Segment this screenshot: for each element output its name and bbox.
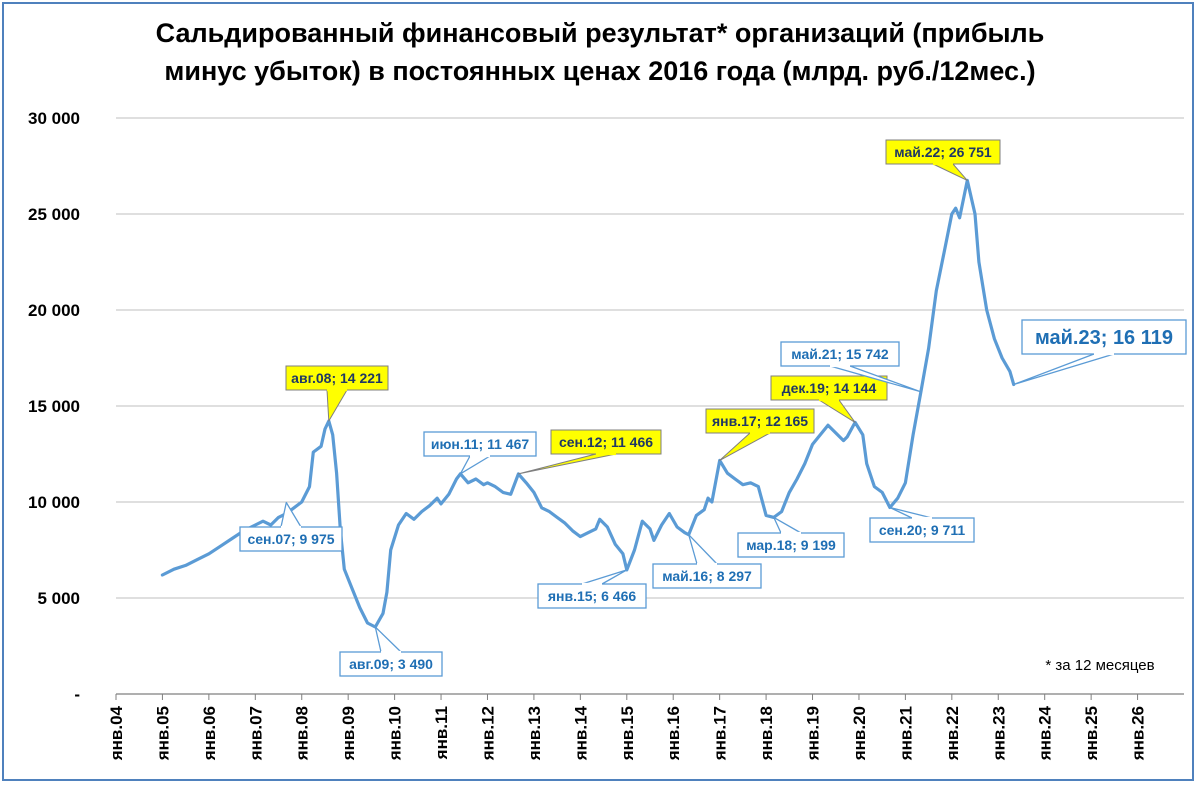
x-tick-label: янв.15	[618, 706, 637, 761]
y-tick-label: 30 000	[28, 109, 80, 128]
y-tick-label: 25 000	[28, 205, 80, 224]
callout-pointer	[517, 453, 617, 475]
y-tick-label: -	[74, 685, 80, 704]
series-layer	[160, 178, 1016, 629]
series-line	[160, 178, 1016, 629]
x-tick-label: янв.14	[571, 705, 590, 761]
callout-label: авг.08; 14 221	[291, 370, 383, 386]
callout-box	[537, 583, 647, 609]
callout-pointer	[719, 432, 771, 461]
footnote: * за 12 месяцев	[1045, 657, 1154, 674]
callout: сен.20; 9 711	[869, 506, 975, 543]
callout-pointer	[688, 534, 718, 565]
callout-pointer	[581, 569, 628, 585]
chart-title-line-2: минус убыток) в постоянных ценах 2016 го…	[164, 56, 1036, 86]
callout-box	[423, 431, 537, 457]
callout-box	[705, 408, 815, 434]
x-tick-label: янв.05	[153, 706, 172, 761]
x-tick-label: янв.07	[246, 706, 265, 761]
grid-lines	[116, 117, 1184, 599]
callout-pointer	[889, 506, 933, 519]
x-tick-label: янв.08	[293, 706, 312, 761]
callout-label: сен.20; 9 711	[879, 522, 966, 538]
axes: - 5 000 10 000 15 000 20 000 25 000 30 000 янв.…	[28, 109, 1184, 761]
callout: авг.09; 3 490	[339, 626, 443, 677]
chart-title-line-1: Сальдированный финансовый результат* орг…	[155, 18, 1045, 48]
callout-label: мар.18; 9 199	[746, 537, 836, 553]
x-tick-label: янв.04	[107, 705, 126, 761]
callout-label: дек.19; 14 144	[782, 380, 877, 396]
x-tick-label: янв.17	[711, 706, 730, 761]
x-tick-label: янв.26	[1129, 706, 1148, 761]
x-tick-label: янв.24	[1036, 705, 1055, 761]
callout-pointer	[932, 163, 968, 181]
callout-pointer	[1013, 353, 1115, 386]
callout-label: авг.09; 3 490	[349, 656, 433, 672]
callout-box	[737, 532, 845, 558]
x-tick-label: янв.06	[200, 706, 219, 761]
x-tick-label: янв.12	[478, 706, 497, 761]
callout-pointer	[459, 455, 491, 475]
x-tick-label: янв.09	[339, 706, 358, 761]
callout: май.22; 26 751	[885, 139, 1001, 181]
callout: дек.19; 14 144	[770, 375, 888, 423]
callout-box	[770, 375, 888, 401]
callout-label: июн.11; 11 467	[431, 436, 530, 452]
x-tick-label: янв.22	[943, 706, 962, 761]
chart-title: Сальдированный финансовый результат* орг…	[0, 14, 1200, 90]
y-tick-label: 10 000	[28, 493, 80, 512]
callout-box	[885, 139, 1001, 165]
callout-pointer	[773, 516, 802, 534]
x-tick-label: янв.11	[432, 706, 451, 760]
callout-label: май.22; 26 751	[894, 144, 992, 160]
callout: янв.17; 12 165	[705, 408, 815, 461]
x-tick-label: янв.10	[386, 706, 405, 761]
callout-box	[1021, 319, 1187, 355]
callout: май.16; 8 297	[652, 534, 762, 589]
y-tick-label: 20 000	[28, 301, 80, 320]
callout-label: янв.15; 6 466	[548, 588, 636, 604]
y-tick-label: 5 000	[37, 589, 80, 608]
callout: май.23; 16 119	[1013, 319, 1187, 386]
callout-pointer	[818, 399, 856, 423]
x-tick-label: янв.16	[664, 706, 683, 761]
callout-label: сен.12; 11 466	[559, 434, 653, 450]
callout: мар.18; 9 199	[737, 516, 845, 558]
x-tick-label: янв.21	[896, 706, 915, 761]
x-tick-label: янв.23	[989, 706, 1008, 761]
callout-label: май.23; 16 119	[1035, 327, 1173, 349]
x-tick-label: янв.19	[804, 706, 823, 761]
callout-label: янв.17; 12 165	[712, 413, 808, 429]
x-tick-label: янв.18	[757, 706, 776, 761]
callout: авг.08; 14 221	[285, 365, 389, 422]
y-tick-label: 15 000	[28, 397, 80, 416]
callout-label: май.16; 8 297	[662, 568, 752, 584]
callout: янв.15; 6 466	[537, 569, 647, 609]
x-tick-label: янв.20	[850, 706, 869, 761]
callout-box	[239, 526, 343, 552]
callout: сен.07; 9 975	[239, 501, 343, 552]
callout-pointer	[374, 626, 402, 653]
x-tick-label: янв.25	[1082, 706, 1101, 761]
annotation-layer: сен.07; 9 975 авг.08; 14 221 авг.09; 3 490…	[239, 139, 1187, 677]
callout-label: сен.07; 9 975	[247, 531, 334, 547]
callout-label: май.21; 15 742	[791, 346, 889, 362]
callout: сен.12; 11 466	[517, 429, 662, 475]
callout-box	[780, 341, 900, 367]
x-tick-label: янв.13	[525, 706, 544, 761]
callout: май.21; 15 742	[780, 341, 922, 393]
callout: июн.11; 11 467	[423, 431, 537, 475]
